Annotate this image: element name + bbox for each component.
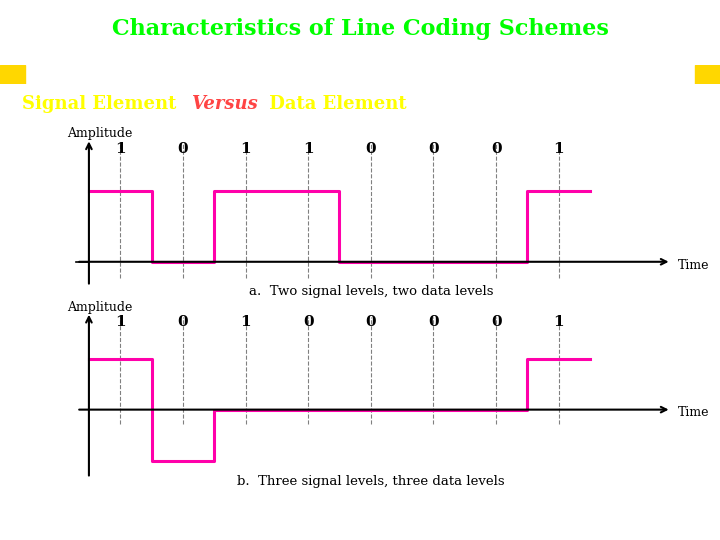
Text: 0: 0: [178, 142, 188, 156]
Text: 1: 1: [303, 142, 313, 156]
Text: 0: 0: [491, 315, 501, 329]
Text: a.  Two signal levels, two data levels: a. Two signal levels, two data levels: [248, 285, 493, 298]
Text: 0: 0: [303, 315, 313, 329]
Text: 1: 1: [115, 142, 125, 156]
Text: Versus: Versus: [191, 95, 258, 113]
Text: 1: 1: [115, 315, 125, 329]
Text: b.  Three signal levels, three data levels: b. Three signal levels, three data level…: [237, 475, 505, 488]
Text: 0: 0: [428, 315, 438, 329]
Text: Amplitude: Amplitude: [67, 301, 132, 314]
Text: 1: 1: [240, 315, 251, 329]
Text: 1: 1: [240, 142, 251, 156]
Text: Time: Time: [678, 406, 709, 419]
Text: 1: 1: [554, 142, 564, 156]
Text: Signal Element: Signal Element: [22, 95, 182, 113]
Bar: [0, 65, 25, 84]
Bar: [695, 65, 720, 84]
Text: 0: 0: [178, 315, 188, 329]
Text: 0: 0: [366, 315, 376, 329]
Text: 0: 0: [366, 142, 376, 156]
Text: Data Element: Data Element: [263, 95, 406, 113]
Text: 0: 0: [428, 142, 438, 156]
Text: Amplitude: Amplitude: [67, 127, 132, 140]
Text: Time: Time: [678, 259, 709, 272]
Text: 0: 0: [491, 142, 501, 156]
Text: Characteristics of Line Coding Schemes: Characteristics of Line Coding Schemes: [112, 18, 608, 40]
Text: 1: 1: [554, 315, 564, 329]
